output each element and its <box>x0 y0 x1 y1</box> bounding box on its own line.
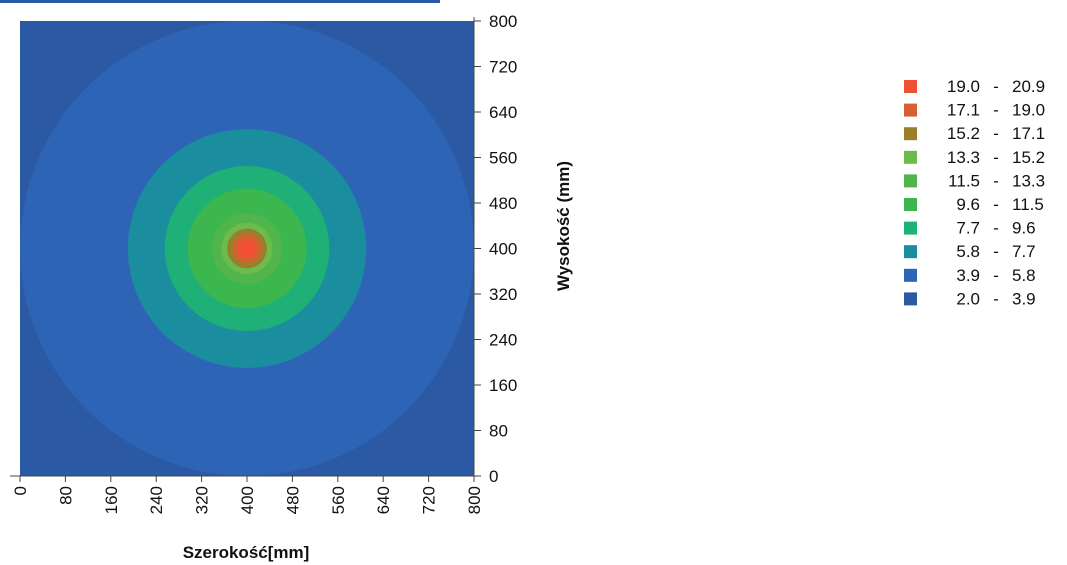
y-tick-label: 800 <box>489 12 517 31</box>
legend-dash: - <box>993 219 999 238</box>
y-tick-label: 240 <box>489 331 517 350</box>
x-tick-label: 480 <box>283 486 302 514</box>
x-tick-label: 0 <box>11 486 30 495</box>
legend-low-label: 13.3 <box>947 148 980 167</box>
legend-low-label: 2.0 <box>956 289 980 308</box>
legend-high-label: 3.9 <box>1012 289 1036 308</box>
x-tick-label: 400 <box>238 486 257 514</box>
legend-low-label: 3.9 <box>956 266 980 285</box>
legend-dash: - <box>993 195 999 214</box>
x-tick-label: 160 <box>102 486 121 514</box>
legend: 19.0-20.917.1-19.015.2-17.113.3-15.211.5… <box>904 77 1045 308</box>
legend-swatch <box>904 150 917 164</box>
legend-low-label: 9.6 <box>956 195 980 214</box>
y-axis-title: Wysokość (mm) <box>554 161 573 291</box>
legend-high-label: 19.0 <box>1012 101 1045 120</box>
legend-low-label: 19.0 <box>947 77 980 96</box>
legend-dash: - <box>993 242 999 261</box>
legend-high-label: 7.7 <box>1012 242 1036 261</box>
legend-low-label: 5.8 <box>956 242 980 261</box>
contour-band <box>237 239 257 258</box>
legend-high-label: 11.5 <box>1012 195 1044 214</box>
x-axis: 0 80 160 240 320 400 480 560 640 720 800 <box>10 475 484 514</box>
y-axis: 0 80 160 240 320 400 480 560 640 720 800 <box>473 12 517 486</box>
legend-swatch <box>904 245 917 259</box>
x-tick-label: 800 <box>465 486 484 514</box>
x-axis-title: Szerokość[mm] <box>183 543 310 562</box>
legend-swatch <box>904 292 917 306</box>
x-tick-label: 80 <box>56 486 75 505</box>
legend-dash: - <box>993 266 999 285</box>
y-tick-label: 80 <box>489 422 508 441</box>
legend-dash: - <box>993 289 999 308</box>
legend-dash: - <box>993 124 999 143</box>
y-tick-label: 720 <box>489 58 517 77</box>
y-tick-label: 160 <box>489 376 517 395</box>
y-tick-label: 0 <box>489 467 498 486</box>
y-tick-label: 320 <box>489 285 517 304</box>
x-tick-label: 560 <box>329 486 348 514</box>
y-tick-label: 640 <box>489 103 517 122</box>
legend-high-label: 9.6 <box>1012 219 1036 238</box>
legend-swatch <box>904 221 917 235</box>
legend-high-label: 5.8 <box>1012 266 1036 285</box>
x-tick-label: 320 <box>193 486 212 514</box>
legend-dash: - <box>993 77 999 96</box>
legend-low-label: 17.1 <box>947 101 980 120</box>
legend-swatch <box>904 268 917 282</box>
legend-high-label: 17.1 <box>1012 124 1045 143</box>
y-tick-label: 480 <box>489 194 517 213</box>
legend-swatch <box>904 198 917 211</box>
legend-swatch <box>904 103 917 117</box>
legend-high-label: 15.2 <box>1012 148 1045 167</box>
y-tick-label: 400 <box>489 240 517 259</box>
x-tick-label: 240 <box>147 486 166 514</box>
legend-low-label: 7.7 <box>956 219 980 238</box>
legend-dash: - <box>993 171 999 190</box>
x-tick-label: 640 <box>374 486 393 514</box>
y-tick-label: 560 <box>489 149 517 168</box>
plot-area <box>20 21 474 476</box>
legend-high-label: 13.3 <box>1012 171 1045 190</box>
x-tick-label: 720 <box>420 486 439 514</box>
legend-swatch <box>904 127 917 141</box>
legend-swatch <box>904 174 917 188</box>
legend-high-label: 20.9 <box>1012 77 1045 96</box>
legend-swatch <box>904 80 917 93</box>
legend-dash: - <box>993 148 999 167</box>
legend-dash: - <box>993 101 999 120</box>
legend-low-label: 15.2 <box>947 124 980 143</box>
legend-low-label: 11.5 <box>948 171 980 190</box>
